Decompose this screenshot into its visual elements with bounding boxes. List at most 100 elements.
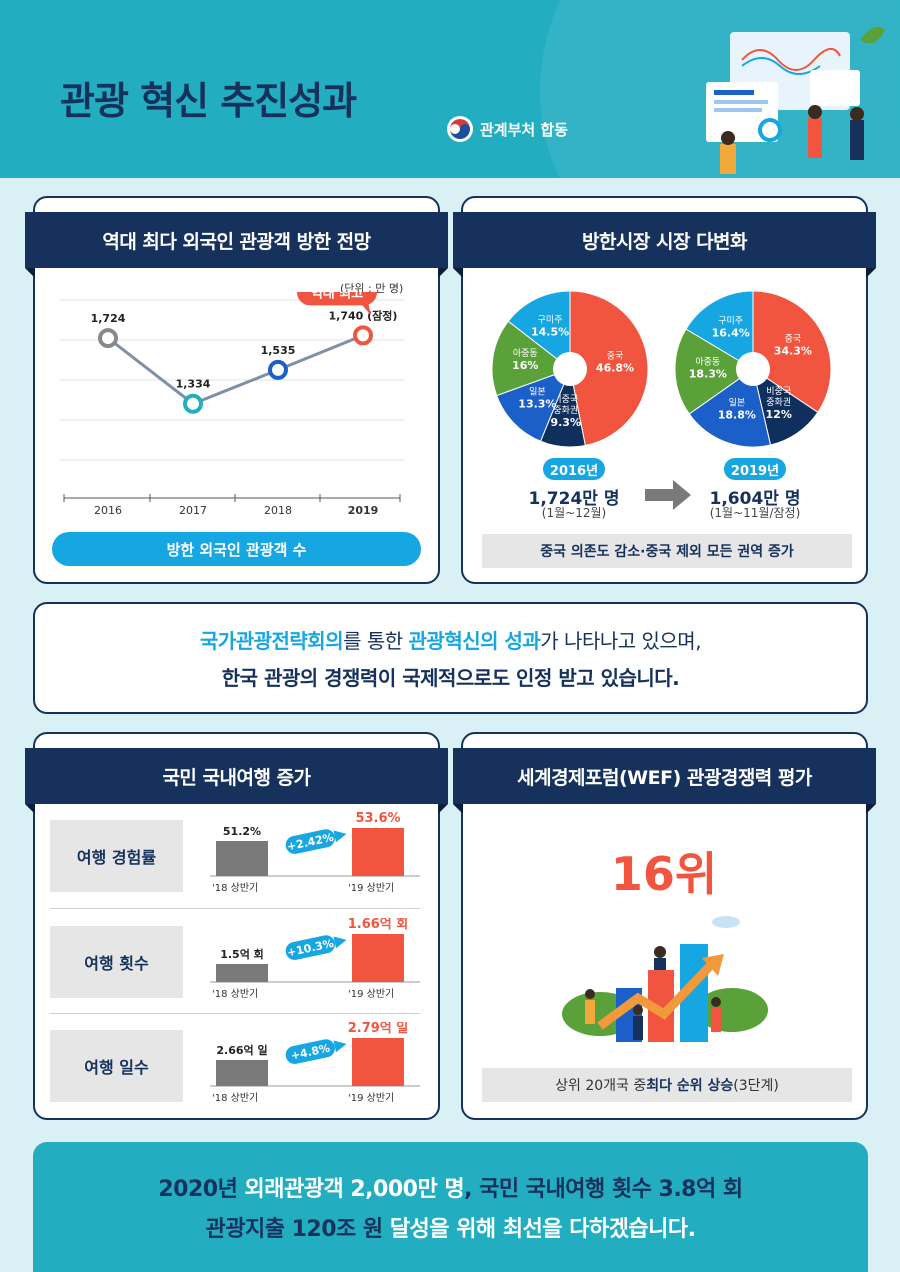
curr-bar bbox=[352, 828, 404, 876]
row-divider bbox=[50, 908, 420, 909]
travel-metric-label: 여행 일수 bbox=[50, 1030, 183, 1102]
pie-slice-name: 아중동 bbox=[695, 357, 720, 368]
range-2019: (1월~11월/잠정) bbox=[709, 506, 801, 520]
period-prev: '18 상반기 bbox=[212, 988, 258, 1000]
achievement-message-card: 국가관광전략회의를 통한 관광혁신의 성과가 나타나고 있으며, 한국 관광의 … bbox=[33, 602, 868, 714]
pie-slice-name: 비중국 bbox=[766, 386, 791, 397]
change-badge: +10.3% bbox=[285, 935, 347, 960]
x-tick-label-2018: 2018 bbox=[264, 504, 292, 517]
x-tick-label-2017: 2017 bbox=[179, 504, 207, 517]
pie-slice-value: 46.8% bbox=[596, 362, 634, 375]
foreign-visitors-title: 역대 최다 외국인 관광객 방한 전망 bbox=[25, 212, 448, 278]
curr-bar bbox=[352, 934, 404, 982]
data-label-2017: 1,334 bbox=[176, 378, 211, 391]
curr-value: 1.66억 회 bbox=[348, 918, 409, 932]
pie-slice-value: 18.3% bbox=[689, 368, 727, 381]
travel-bar-chart: 1.5억 회 1.66억 회+10.3% '18 상반기 '19 상반기 bbox=[210, 918, 420, 1000]
domestic-travel-title: 국민 국내여행 증가 bbox=[25, 748, 448, 814]
pie-slice-value: 34.3% bbox=[774, 345, 812, 358]
wef-note-c: (3단계) bbox=[733, 1078, 779, 1094]
period-curr: '19 상반기 bbox=[348, 882, 394, 894]
footer-commitment: 달성을 위해 최선을 다하겠습니다. bbox=[389, 1217, 696, 1242]
data-point-2018 bbox=[268, 359, 288, 380]
prev-value: 1.5억 회 bbox=[220, 947, 264, 961]
data-label-2019: 1,740 (잠정) bbox=[329, 308, 398, 322]
pie-slice-name: 중화권 bbox=[766, 396, 791, 408]
travel-metric-label: 여행 경험률 bbox=[50, 820, 183, 892]
pie-slice-2019-2 bbox=[688, 368, 772, 448]
travel-bar-chart: 51.2% 53.6% +2.42% '18 상반기 '19 상반기 bbox=[210, 812, 420, 894]
government-logo-icon bbox=[447, 116, 473, 142]
pie-slice-name: 구미주 bbox=[718, 316, 743, 327]
footer-foreign-target: 외래관광객 2,000만 명 bbox=[244, 1177, 465, 1202]
x-tick-label-2016: 2016 bbox=[94, 504, 122, 517]
total-2016: 1,724만 명 bbox=[528, 489, 620, 509]
pie-slice-2016-2 bbox=[496, 368, 571, 442]
wef-note: 상위 20개국 중 최다 순위 상승 (3단계) bbox=[482, 1068, 852, 1102]
ministry-label: 관계부처 합동 bbox=[480, 120, 569, 139]
footer-spending-target: 관광지출 120조 원 bbox=[205, 1217, 390, 1242]
pie-slice-name: 중국 bbox=[607, 351, 624, 362]
period-curr: '19 상반기 bbox=[348, 1092, 394, 1104]
header-banner: 관광 혁신 추진성과 관계부처 합동 bbox=[0, 0, 900, 178]
wef-rank: 16위 bbox=[610, 847, 718, 901]
message-text-a: 를 통한 bbox=[343, 629, 409, 653]
period-curr: '19 상반기 bbox=[348, 988, 394, 1000]
footer-line-2: 관광지출 120조 원 달성을 위해 최선을 다하겠습니다. bbox=[205, 1211, 696, 1243]
total-2019: 1,604만 명 bbox=[709, 489, 801, 509]
footer-domestic-target: , 국민 국내여행 횟수 3.8억 회 bbox=[464, 1177, 743, 1202]
pie-slice-2016-3 bbox=[491, 320, 572, 397]
pie-hole bbox=[736, 352, 770, 386]
period-prev: '18 상반기 bbox=[212, 1092, 258, 1104]
message-strategy-meeting: 국가관광전략회의 bbox=[199, 629, 344, 653]
wef-note-a: 상위 20개국 중 bbox=[555, 1078, 647, 1094]
ministry-badge: 관계부처 합동 bbox=[446, 115, 568, 143]
prev-value: 51.2% bbox=[223, 825, 261, 838]
pie-slice-2019-3 bbox=[674, 328, 754, 415]
pie-slice-2016-4 bbox=[507, 290, 571, 371]
curr-value: 2.79억 일 bbox=[348, 1022, 409, 1036]
pie-slice-2019-4 bbox=[685, 290, 754, 370]
arrow-right-icon bbox=[645, 480, 691, 510]
travel-row: 여행 횟수 1.5억 회 1.66억 회 +10.3% '18 상반기 '19 상반기 bbox=[50, 918, 420, 1010]
pie-slice-name: 중국 bbox=[785, 334, 802, 345]
market-summary: 중국 의존도 감소·중국 제외 모든 권역 증가 bbox=[482, 534, 852, 568]
x-tick-label-2019: 2019 bbox=[348, 504, 379, 517]
record-high-label: 역대 최고 bbox=[311, 292, 363, 301]
data-point-2019 bbox=[353, 325, 373, 346]
footer-line-1: 2020년 외래관광객 2,000만 명, 국민 국내여행 횟수 3.8억 회 bbox=[158, 1171, 743, 1203]
pie-slice-name: 일본 bbox=[529, 386, 546, 397]
pie-slice-value: 18.8% bbox=[718, 408, 756, 421]
prev-bar bbox=[216, 1060, 268, 1086]
record-high-callout: 역대 최고 bbox=[297, 292, 377, 316]
pie-hole bbox=[553, 352, 587, 386]
pie-slice-name: 아중동 bbox=[513, 348, 538, 359]
office-illustration-icon bbox=[706, 26, 885, 174]
pie-slice-value: 12% bbox=[766, 408, 792, 421]
visitors-line-chart: 1,724 1,334 1,535 1,740 (잠정) 2016 2017 2018 20… bbox=[60, 292, 404, 517]
pie-slice-name: 중화권 bbox=[553, 404, 578, 416]
footer-year: 2020년 bbox=[158, 1177, 245, 1202]
pie-slice-value: 16.4% bbox=[712, 327, 750, 340]
travel-bar-chart: 2.66억 일 2.79억 일+4.8% '18 상반기 '19 상반기 bbox=[210, 1022, 420, 1104]
wef-note-b: 최다 순위 상승 bbox=[646, 1078, 734, 1094]
travel-row: 여행 경험률 51.2% 53.6% +2.42% '18 상반기 '19 상반기 bbox=[50, 812, 420, 904]
pie-slice-value: 16% bbox=[512, 359, 538, 372]
data-point-2017 bbox=[183, 393, 203, 414]
page-title: 관광 혁신 추진성과 bbox=[60, 79, 357, 123]
message-line-1: 국가관광전략회의를 통한 관광혁신의 성과가 나타나고 있으며, bbox=[199, 625, 702, 654]
pie-slice-value: 9.3% bbox=[550, 416, 581, 429]
row-divider bbox=[50, 1013, 420, 1014]
visitors-caption-pill: 방한 외국인 관광객 수 bbox=[52, 532, 421, 566]
curr-value: 53.6% bbox=[355, 812, 400, 826]
range-2016: (1월~12월) bbox=[541, 506, 607, 520]
prev-bar bbox=[216, 964, 268, 982]
data-point-2016 bbox=[98, 328, 118, 349]
data-label-2018: 1,535 bbox=[261, 344, 296, 357]
pie-slice-value: 14.5% bbox=[531, 325, 569, 338]
pie-slice-name: 일본 bbox=[729, 397, 746, 408]
pie-slice-name: 비중국 bbox=[553, 394, 578, 405]
growth-chart-illustration-icon bbox=[562, 916, 768, 1042]
message-innovation-result: 관광혁신의 성과 bbox=[408, 629, 541, 653]
